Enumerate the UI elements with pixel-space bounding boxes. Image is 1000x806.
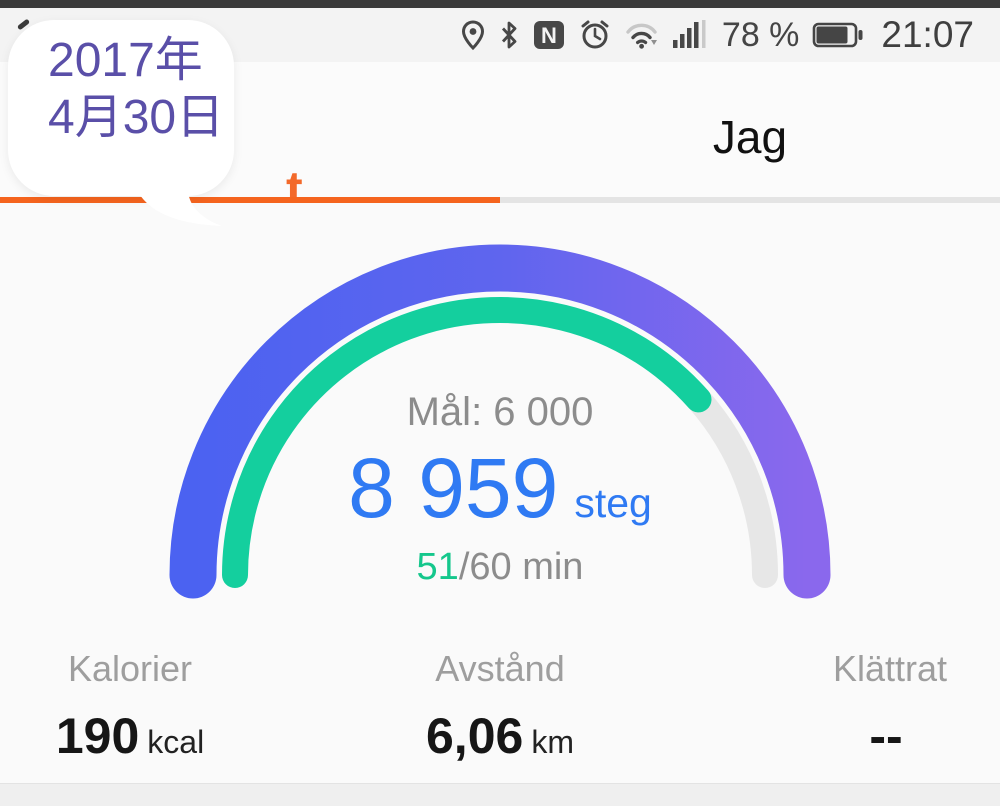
clock-time: 21:07 — [881, 14, 974, 55]
stat-calories-label: Kalorier — [67, 648, 193, 689]
stat-distance-label: Avstånd — [435, 648, 565, 689]
stat-distance-unit: km — [531, 724, 574, 760]
tab-right-label: Jag — [712, 110, 788, 163]
active-tab-underline — [0, 197, 500, 203]
active-minutes-readout: 51/60 min — [0, 546, 1000, 589]
stat-distance[interactable]: Avstånd 6,06 km — [260, 648, 740, 765]
stats-row: Kalorier 190 kcal Avstånd 6,06 km Klättrat… — [0, 648, 1000, 765]
stat-calories[interactable]: Kalorier 190 kcal — [0, 648, 260, 765]
steps-value: 8 959 — [348, 441, 559, 535]
alarm-icon — [579, 19, 611, 51]
wifi-icon — [624, 20, 660, 50]
stat-distance-value: 6,06 — [426, 708, 524, 764]
date-toast-text: 2017年 4月30日 — [48, 32, 224, 146]
battery-icon — [812, 20, 864, 50]
goal-label: Mål: 6 000 — [406, 390, 594, 434]
svg-text:N: N — [541, 23, 557, 48]
date-day-line: 4月30日 — [48, 91, 225, 144]
bottom-section-divider — [0, 783, 1000, 806]
stat-climbed-value: -- — [869, 708, 903, 764]
date-year-line: 2017年 — [48, 34, 203, 87]
tab-me[interactable]: Jag — [500, 62, 1000, 197]
date-toast-bubble — [8, 20, 234, 196]
stat-calories-unit: kcal — [147, 724, 205, 760]
location-icon — [460, 19, 486, 51]
bluetooth-icon — [499, 19, 519, 51]
active-minutes-goal: /60 min — [458, 546, 584, 588]
stat-calories-value: 190 — [55, 708, 140, 764]
tab-underline-track — [500, 197, 1000, 203]
active-minutes-value: 51 — [416, 546, 459, 588]
stat-climbed[interactable]: Klättrat -- — [740, 648, 1000, 765]
nfc-icon: N — [532, 19, 566, 51]
steps-unit: steg — [574, 480, 652, 526]
steps-readout[interactable]: 8 959 steg — [0, 443, 1000, 534]
battery-percent: 78 % — [721, 15, 800, 54]
stat-climbed-label: Klättrat — [832, 648, 948, 689]
date-toast-bubble-tail — [138, 192, 222, 226]
signal-strength-icon — [672, 19, 709, 51]
top-dark-strip — [0, 0, 1000, 8]
